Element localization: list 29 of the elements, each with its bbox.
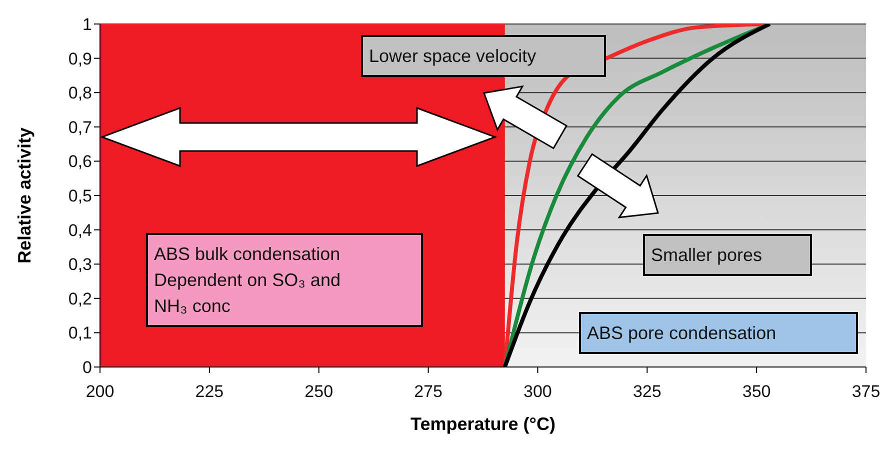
x-tick-label: 300 <box>524 382 552 402</box>
annotation: ABS pore condensation <box>587 322 778 345</box>
x-tick-label: 350 <box>742 382 771 402</box>
x-axis-title: Temperature (°C) <box>410 414 556 434</box>
y-tick-label: 0,4 <box>68 220 92 240</box>
note-box: ABS bulk condensation Dependent on SO₃ and NH₃ conc <box>146 233 423 327</box>
y-tick-label: 0,3 <box>68 255 92 274</box>
note-box: Lower space velocity <box>361 35 606 77</box>
y-tick-label: 0,9 <box>68 49 92 68</box>
y-tick-label: 0,5 <box>68 186 92 206</box>
x-tick-label: 200 <box>86 382 114 402</box>
annotation: Lower space velocity <box>369 45 538 68</box>
note-box: ABS pore condensation <box>579 312 858 354</box>
y-tick-label: 0,1 <box>68 324 92 343</box>
y-tick-label: 0,8 <box>68 84 92 103</box>
y-tick-label: 1 <box>82 15 92 34</box>
note-box: Smaller pores <box>643 234 812 276</box>
x-tick-label: 250 <box>304 382 334 402</box>
x-tick-label: 325 <box>632 382 662 402</box>
y-tick-label: 0,7 <box>68 118 92 137</box>
y-tick-label: 0,2 <box>68 289 92 308</box>
x-tick-label: 225 <box>195 382 224 402</box>
y-axis-title: Relative activity <box>14 127 34 264</box>
x-tick-label: 275 <box>414 382 442 402</box>
annotation: Smaller pores <box>651 244 764 267</box>
x-tick-label: 375 <box>852 382 880 402</box>
y-tick-label: 0 <box>82 358 92 378</box>
annotation: ABS bulk condensation Dependent on SO₃ and NH₃ conc <box>154 243 342 318</box>
y-tick-label: 0,6 <box>68 152 92 172</box>
